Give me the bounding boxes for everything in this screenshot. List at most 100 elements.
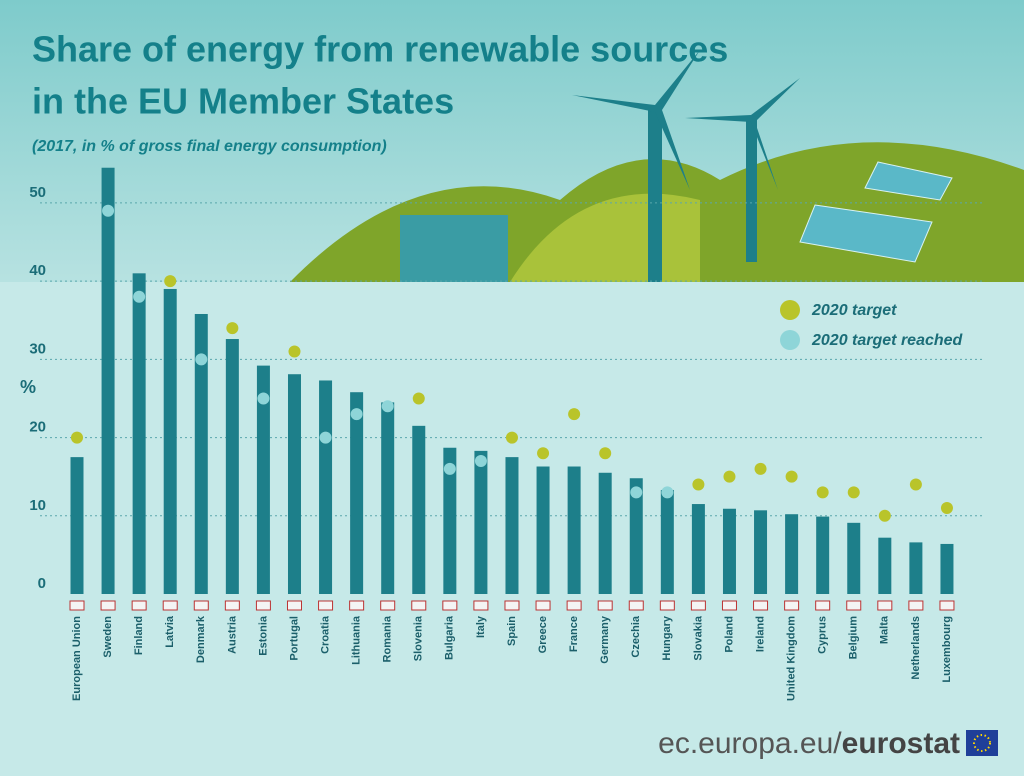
flag: [380, 600, 396, 611]
target-dot: [319, 431, 332, 444]
bar: [101, 167, 115, 594]
legend-swatch: [780, 300, 800, 320]
flag: [131, 600, 147, 611]
x-tick-label: Finland: [133, 616, 145, 655]
target-dot: [474, 455, 487, 468]
target-dot: [661, 486, 674, 499]
bar: [443, 447, 457, 594]
bar: [381, 402, 395, 594]
flag: [784, 600, 800, 611]
bar: [598, 472, 612, 594]
target-dot: [909, 478, 922, 491]
chart-subtitle: (2017, in % of gross final energy consum…: [32, 138, 387, 155]
bar: [163, 288, 177, 594]
target-dot: [226, 322, 239, 335]
x-tick-label: Austria: [226, 615, 238, 654]
wind-turbine: [746, 120, 757, 262]
x-tick-label: France: [568, 616, 580, 652]
bar: [754, 510, 768, 594]
eu-flag: [966, 730, 998, 756]
footer: ec.europa.eu/eurostat: [658, 727, 960, 760]
bar: [287, 374, 301, 594]
flag: [255, 600, 271, 611]
x-tick-label: Cyprus: [817, 616, 829, 654]
x-tick-label: Portugal: [288, 616, 300, 661]
flag: [349, 600, 365, 611]
target-dot: [350, 408, 363, 421]
target-dot: [878, 509, 891, 522]
target-dot: [71, 431, 83, 444]
flag: [162, 600, 178, 611]
y-tick-label: 50: [29, 184, 46, 201]
x-tick-label: Slovakia: [692, 615, 704, 661]
solar-panel: [864, 161, 953, 201]
flag: [846, 600, 862, 611]
bar: [350, 392, 364, 594]
legend-swatch: [780, 330, 800, 350]
bar: [567, 466, 581, 594]
y-tick-label: 10: [29, 497, 46, 514]
flag: [318, 600, 334, 611]
x-tick-label: Malta: [879, 615, 891, 644]
x-tick-label: Slovenia: [413, 615, 425, 661]
flag: [721, 600, 737, 611]
solar-panel: [799, 204, 933, 263]
bar: [785, 514, 799, 594]
target-dot: [381, 400, 394, 413]
target-dot: [940, 501, 953, 514]
x-tick-label: Croatia: [319, 615, 331, 654]
x-tick-label: Latvia: [164, 615, 176, 648]
legend-label: 2020 target reached: [811, 332, 964, 349]
flag: [69, 600, 85, 611]
flag: [908, 600, 924, 611]
bar: [629, 478, 643, 594]
flag: [411, 600, 427, 611]
target-dot: [537, 447, 550, 460]
target-dot: [568, 408, 581, 421]
bar: [412, 425, 426, 594]
target-dot: [164, 275, 177, 288]
bar: [225, 339, 239, 594]
turbine-blades: [685, 78, 800, 190]
footer-brand: eurostat: [842, 727, 960, 760]
x-tick-label: Luxembourg: [941, 616, 953, 683]
target-dot: [257, 392, 270, 405]
flag: [224, 600, 240, 611]
bar: [660, 489, 674, 594]
eu-stars: [973, 734, 991, 752]
target-dot: [195, 353, 208, 366]
flag: [597, 600, 613, 611]
target-dot: [754, 462, 767, 475]
bar: [940, 543, 954, 594]
flag: [535, 600, 551, 611]
dam: [400, 215, 508, 282]
flag: [100, 600, 116, 611]
flag: [193, 600, 209, 611]
bar: [847, 522, 861, 594]
x-tick-label: Denmark: [195, 615, 207, 663]
target-dot: [102, 204, 115, 217]
x-tick-label: Bulgaria: [444, 615, 456, 660]
x-tick-label: Estonia: [257, 615, 269, 656]
flag: [815, 600, 831, 611]
footer-site: ec.europa.eu/: [658, 727, 842, 760]
x-tick-label: Lithuania: [351, 615, 363, 665]
bar: [505, 457, 519, 594]
x-tick-label: Sweden: [102, 616, 114, 658]
x-tick-label: Hungary: [661, 615, 673, 661]
x-tick-label: European Union: [71, 616, 83, 701]
y-axis-label: %: [20, 377, 36, 397]
target-dot: [723, 470, 736, 483]
chart-title: Share of energy from renewable sources: [32, 29, 728, 70]
wind-turbine: [648, 110, 662, 282]
bar: [878, 537, 892, 594]
flag: [877, 600, 893, 611]
x-tick-label: Poland: [723, 616, 735, 653]
bar: [194, 313, 208, 594]
target-dot: [288, 345, 301, 358]
bar: [909, 542, 923, 594]
flag: [504, 600, 520, 611]
target-dot: [816, 486, 829, 499]
x-tick-label: Czechia: [630, 615, 642, 657]
target-dot: [599, 447, 612, 460]
